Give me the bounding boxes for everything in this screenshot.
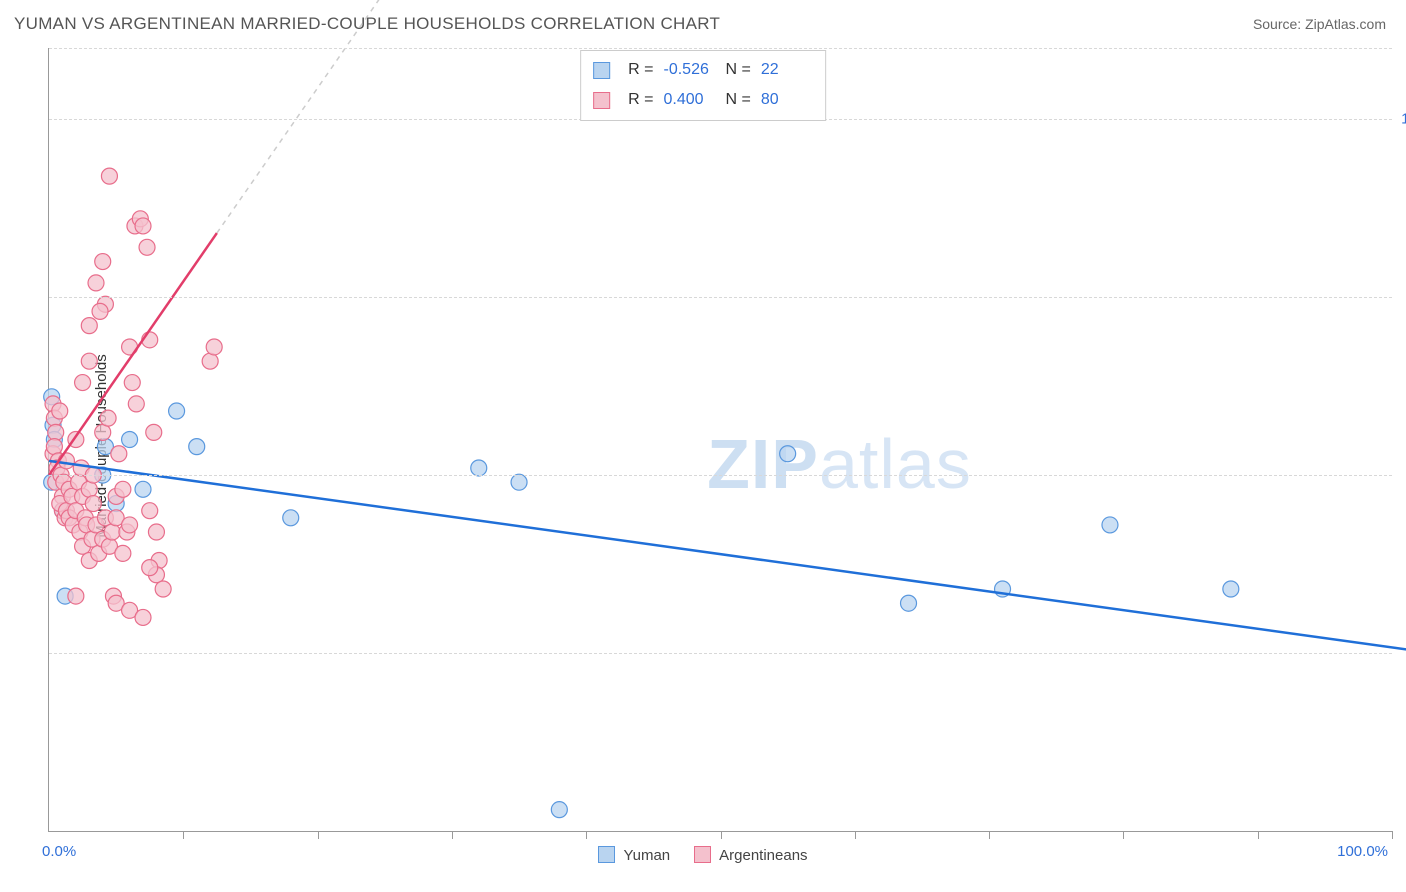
data-point — [1223, 581, 1239, 597]
source-label: Source: ZipAtlas.com — [1253, 16, 1386, 32]
data-point — [92, 303, 108, 319]
data-point — [95, 254, 111, 270]
data-point — [206, 339, 222, 355]
data-point — [142, 503, 158, 519]
data-point — [283, 510, 299, 526]
data-point — [81, 318, 97, 334]
data-point — [122, 432, 138, 448]
data-point — [780, 446, 796, 462]
data-point — [101, 168, 117, 184]
stats-row: R = -0.526N = 22 — [593, 55, 813, 85]
data-point — [142, 560, 158, 576]
x-tick — [855, 831, 856, 839]
x-tick — [1392, 831, 1393, 839]
data-point — [46, 439, 62, 455]
gridline — [49, 297, 1392, 298]
stats-legend: R = -0.526N = 22R = 0.400N = 80 — [580, 50, 826, 121]
data-point — [95, 424, 111, 440]
data-point — [901, 595, 917, 611]
data-point — [139, 239, 155, 255]
gridline — [49, 653, 1392, 654]
gridline — [49, 475, 1392, 476]
x-tick — [586, 831, 587, 839]
data-point — [75, 375, 91, 391]
data-point — [48, 424, 64, 440]
data-point — [124, 375, 140, 391]
data-point — [115, 481, 131, 497]
data-point — [52, 403, 68, 419]
data-point — [128, 396, 144, 412]
chart-plot-area: ZIPatlas 25.0%50.0%75.0%100.0% — [48, 48, 1392, 832]
data-point — [135, 218, 151, 234]
data-point — [135, 481, 151, 497]
data-point — [135, 609, 151, 625]
x-tick — [1123, 831, 1124, 839]
legend-swatch — [593, 62, 610, 79]
data-point — [146, 424, 162, 440]
legend-swatch — [593, 92, 610, 109]
gridline — [49, 48, 1392, 49]
data-point — [81, 353, 97, 369]
x-tick — [1258, 831, 1259, 839]
data-point — [100, 410, 116, 426]
data-point — [189, 439, 205, 455]
data-point — [104, 524, 120, 540]
data-point — [551, 802, 567, 818]
data-point — [511, 474, 527, 490]
data-point — [169, 403, 185, 419]
stats-row: R = 0.400N = 80 — [593, 85, 813, 115]
data-point — [155, 581, 171, 597]
data-point — [122, 517, 138, 533]
data-point — [88, 275, 104, 291]
data-point — [111, 446, 127, 462]
x-tick — [183, 831, 184, 839]
legend-swatch — [598, 846, 615, 863]
data-point — [81, 481, 97, 497]
data-point — [1102, 517, 1118, 533]
data-point — [58, 453, 74, 469]
x-tick — [989, 831, 990, 839]
data-point — [115, 545, 131, 561]
legend-item: Argentineans — [694, 846, 807, 864]
x-tick — [452, 831, 453, 839]
data-point — [68, 588, 84, 604]
y-tick-label: 100.0% — [1401, 111, 1406, 128]
data-point — [85, 496, 101, 512]
trend-line — [49, 461, 1406, 653]
bottom-legend: Yuman Argentineans — [0, 846, 1406, 864]
data-point — [471, 460, 487, 476]
x-tick — [721, 831, 722, 839]
legend-swatch — [694, 846, 711, 863]
data-point — [148, 524, 164, 540]
data-point — [202, 353, 218, 369]
x-tick — [318, 831, 319, 839]
scatter-svg — [49, 48, 1392, 831]
legend-item: Yuman — [598, 846, 670, 864]
